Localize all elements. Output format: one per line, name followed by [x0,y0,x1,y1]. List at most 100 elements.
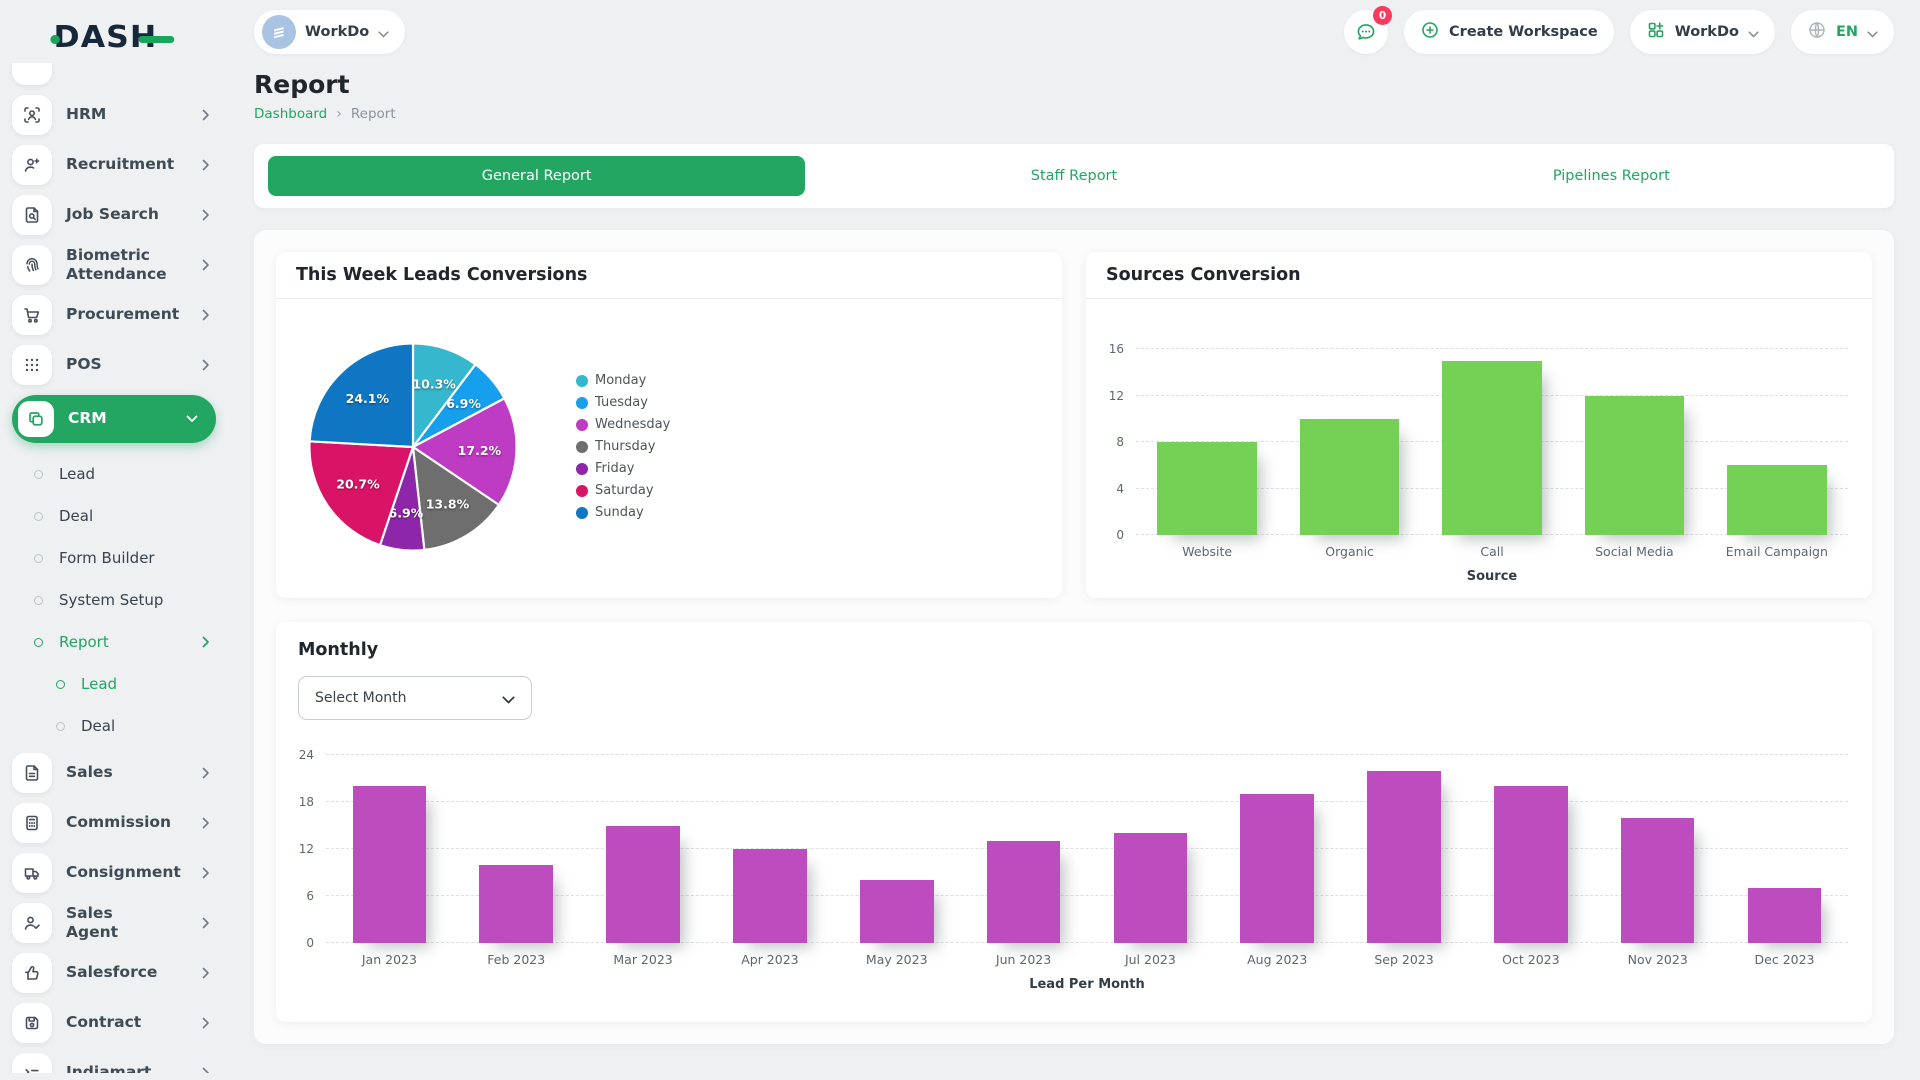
truck-icon [12,853,52,893]
y-tick-label: 12 [298,842,314,856]
crm-duplicate-icon [18,401,54,437]
sidebar-subitem-label: Lead [59,465,96,483]
legend-label: Thursday [595,439,656,454]
sidebar-item-commission[interactable]: Commission [12,803,216,843]
legend-label: Monday [595,373,647,388]
sidebar-subitem-report[interactable]: Report [12,621,216,663]
bar-column [1421,349,1563,535]
sidebar-item-sales-agent[interactable]: Sales Agent [12,903,216,943]
x-tick-label: Jun 2023 [995,952,1052,967]
workspace-switcher-label: WorkDo [1674,24,1739,40]
legend-dot [576,506,588,519]
bar-sep-2023 [1367,770,1441,943]
sidebar-item-label: Sales [66,763,113,782]
sidebar-item-crm[interactable]: CRM [12,395,216,443]
sidebar-item-label: Job Search [66,205,159,224]
sidebar-item-procurement[interactable]: Procurement [12,295,216,335]
sidebar-subitem-system-setup[interactable]: System Setup [12,579,216,621]
x-axis-title: Lead Per Month [1029,977,1145,992]
sidebar-item-sales[interactable]: Sales [12,753,216,793]
grid-plus-icon [1646,20,1666,44]
breadcrumb: Dashboard › Report [254,106,1894,122]
x-tick-label: Organic [1325,544,1374,559]
y-tick-label: 0 [1116,528,1124,542]
sidebar-subitem-label: System Setup [59,591,164,609]
select-month-dropdown[interactable]: Select Month [298,676,532,720]
sidebar-item-label: Consignment [66,863,181,882]
legend-dot [576,440,588,453]
y-axis: 0 4 8 12 16 [1092,342,1136,542]
x-axis-labels: Website Organic Call Social Media Email Camp… [1136,544,1848,559]
workspace-pill[interactable]: WorkDo [254,10,406,54]
sidebar-item-pos[interactable]: POS [12,345,216,385]
messages-badge: 0 [1373,6,1393,25]
sidebar-item-recruitment[interactable]: Recruitment [12,145,216,185]
x-tick-label: Call [1480,544,1504,559]
sidebar-item-biometric-attendance[interactable]: Biometric Attendance [12,245,216,285]
topbar: WorkDo 0 Create Workspace WorkDo EN [228,0,1920,64]
x-tick-label: Dec 2023 [1754,952,1815,967]
workspace-switcher[interactable]: WorkDo [1629,10,1775,54]
tab-general-report[interactable]: General Report [268,156,806,196]
breadcrumb-current: Report [350,106,396,122]
pie-slice-wednesday [411,396,518,506]
bar-organic [1299,418,1400,535]
sidebar-subitem-label: Deal [59,507,94,525]
sidebar-item-contract[interactable]: Contract [12,1003,216,1043]
select-month-value: Select Month [315,690,407,706]
legend-label: Saturday [595,483,654,498]
sidebar-subitem-form-builder[interactable]: Form Builder [12,537,216,579]
bar-jul-2023 [1113,833,1188,943]
legend-label: Friday [595,461,635,476]
sidebar-item-consignment[interactable]: Consignment [12,853,216,893]
bar-column [1087,755,1214,943]
chevron-right-icon [202,209,210,221]
bar-column [1594,755,1721,943]
breadcrumb-dashboard-link[interactable]: Dashboard [254,106,328,122]
chat-bubble-icon [1357,24,1375,40]
pie-slice-value: 6.9% [446,396,481,411]
y-tick-label: 4 [1116,481,1124,496]
bar-dec-2023 [1747,888,1822,943]
report-panel: This Week Leads Conversions 10.3% 6.9% 17.… [254,230,1894,1044]
sidebar-item-hrm[interactable]: HRM [12,95,216,135]
sidebar-item-label: Recruitment [66,155,175,174]
bar-column [1341,755,1468,943]
sources-conversion-card: Sources Conversion 0 4 8 12 16 Website Organi… [1086,252,1872,598]
legend-dot [576,396,588,409]
bar-column [1563,349,1705,535]
sidebar-item-job-search[interactable]: Job Search [12,195,216,235]
language-selector[interactable]: EN [1790,10,1894,54]
document-icon [12,753,52,793]
sidebar-subitem-report-lead[interactable]: Lead [12,663,216,705]
bar-jun-2023 [986,841,1061,943]
sidebar-subitem-deal[interactable]: Deal [12,495,216,537]
card-title: Monthly [298,640,379,660]
sidebar-item-indiamart[interactable]: Indiamart [12,1053,216,1073]
y-axis: 0 6 12 18 24 [282,748,326,950]
x-tick-label: Feb 2023 [487,952,546,967]
tab-pipelines-report[interactable]: Pipelines Report [1552,168,1670,184]
chevron-right-icon [202,1017,210,1029]
sidebar-item-salesforce[interactable]: Salesforce [12,953,216,993]
tab-staff-report[interactable]: Staff Report [1030,168,1118,184]
bar-email-campaign [1726,465,1827,535]
bar-column [326,755,453,943]
report-tabs: General Report Staff Report Pipelines Re… [254,144,1894,208]
create-workspace-label: Create Workspace [1449,24,1598,40]
pie-slice-value: 17.2% [458,442,502,457]
app-logo[interactable]: DASH [50,20,175,55]
bar-column [1214,755,1341,943]
sidebar-item-cutoff [12,63,52,85]
x-tick-label: May 2023 [865,952,928,967]
sidebar-item-label: Procurement [66,305,180,324]
sidebar-subitem-report-deal[interactable]: Deal [12,705,216,747]
y-tick-label: 0 [306,936,314,950]
bar-column [1278,349,1420,535]
chevron-right-icon [202,259,210,271]
sidebar-subitem-lead[interactable]: Lead [12,453,216,495]
create-workspace-button[interactable]: Create Workspace [1404,10,1614,54]
chevron-right-icon [202,917,210,929]
messages-button[interactable]: 0 [1344,6,1393,54]
legend-item: Thursday [576,439,670,454]
